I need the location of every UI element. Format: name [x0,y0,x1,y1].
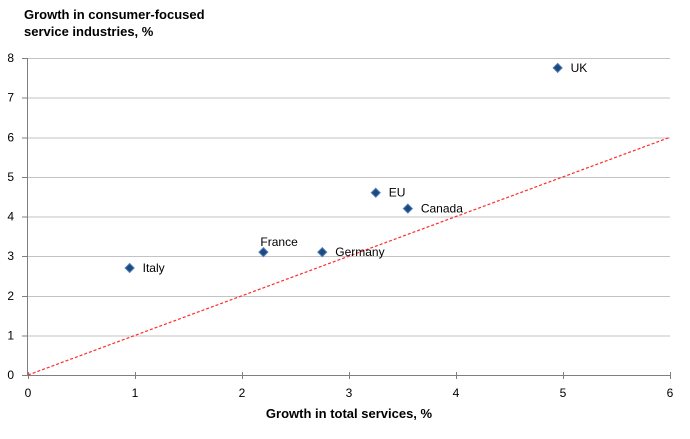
x-tick-label-5: 5 [560,386,567,400]
y-tick-label-6: 6 [7,130,14,144]
point-label-canada: Canada [421,202,463,216]
x-tick-label-1: 1 [132,386,139,400]
data-point-canada [402,203,414,214]
y-tick-label-0: 0 [7,368,14,382]
x-tick-label-4: 4 [453,386,460,400]
x-tick-label-2: 2 [239,386,246,400]
data-point-france [258,246,269,258]
y-tick-label-3: 3 [7,249,14,263]
chart-title: Growth in consumer-focused service indus… [24,6,205,40]
point-label-eu: EU [389,186,406,200]
point-label-germany: Germany [335,245,384,259]
point-label-italy: Italy [143,261,165,275]
y-tick-label-4: 4 [7,210,14,224]
data-point-italy [124,262,135,274]
point-label-france: France [260,235,298,249]
x-tick-label-6: 6 [667,386,674,400]
x-axis-title: Growth in total services, % [265,406,433,421]
x-tick-label-3: 3 [346,386,353,400]
y-tick-label-7: 7 [7,91,14,105]
x-tick-label-0: 0 [25,386,32,400]
chart-title-line2: service industries, % [24,24,154,39]
y-tick-label-8: 8 [7,51,14,65]
y-tick-label-5: 5 [7,170,14,184]
data-point-eu [370,187,381,198]
reference-line [27,136,671,376]
data-point-germany [317,246,328,258]
chart-title-line1: Growth in consumer-focused [24,7,205,22]
data-point-uk [552,62,563,74]
y-tick-label-2: 2 [7,289,14,303]
y-tick-label-1: 1 [7,328,14,342]
point-label-uk: UK [571,61,588,75]
